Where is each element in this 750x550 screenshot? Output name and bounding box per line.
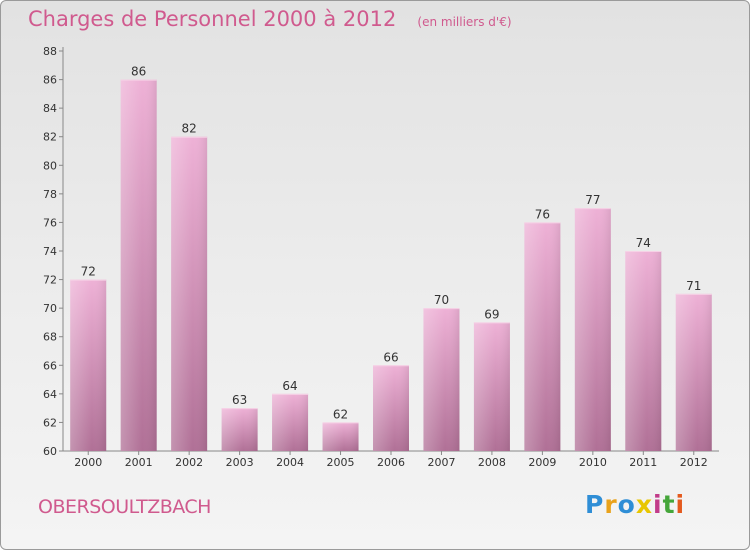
y-tick-label: 86 bbox=[43, 74, 57, 87]
data-label: 74 bbox=[636, 236, 651, 250]
x-tick-label: 2004 bbox=[276, 456, 304, 469]
data-label: 70 bbox=[434, 293, 449, 307]
bar-highlight bbox=[322, 422, 359, 451]
x-tick-label: 2001 bbox=[125, 456, 153, 469]
logo-letter: t bbox=[662, 490, 676, 519]
y-tick-label: 82 bbox=[43, 131, 57, 144]
logo-letter: r bbox=[604, 490, 618, 519]
bar-highlight bbox=[524, 222, 561, 451]
chart-subtitle: (en milliers d'€) bbox=[417, 15, 512, 29]
x-tick-label: 2003 bbox=[226, 456, 254, 469]
bars bbox=[70, 79, 712, 452]
logo-letter: i bbox=[675, 490, 686, 519]
chart-title: Charges de Personnel 2000 à 2012 bbox=[28, 7, 397, 31]
y-tick-label: 88 bbox=[43, 45, 57, 58]
data-label: 62 bbox=[333, 407, 348, 421]
bar-highlight bbox=[171, 136, 208, 451]
logo-letter: x bbox=[635, 490, 653, 519]
y-tick-label: 74 bbox=[43, 245, 57, 258]
x-tick-label: 2011 bbox=[629, 456, 657, 469]
x-tick-label: 2005 bbox=[327, 456, 355, 469]
commune-name: OBERSOULTZBACH bbox=[38, 496, 211, 518]
bar-highlight bbox=[272, 393, 309, 451]
data-label: 72 bbox=[81, 265, 96, 279]
data-label: 86 bbox=[131, 65, 146, 79]
data-label: 63 bbox=[232, 393, 247, 407]
labels: 2000 72 2001 86 2002 82 2003 63 2004 64 2005 62 2006… bbox=[74, 65, 708, 469]
y-tick-label: 76 bbox=[43, 216, 57, 229]
bar-highlight bbox=[625, 251, 662, 451]
y-tick-label: 70 bbox=[43, 302, 57, 315]
x-tick-label: 2012 bbox=[680, 456, 708, 469]
y-tick-label: 64 bbox=[43, 388, 57, 401]
logo-letter: i bbox=[653, 490, 663, 519]
data-label: 71 bbox=[686, 279, 701, 293]
data-label: 82 bbox=[182, 122, 197, 136]
y-tick-label: 62 bbox=[43, 416, 57, 429]
data-label: 64 bbox=[282, 379, 297, 393]
bar-highlight bbox=[120, 79, 157, 452]
data-label: 69 bbox=[484, 307, 499, 321]
title-row: Charges de Personnel 2000 à 2012 (en mil… bbox=[28, 7, 512, 31]
bar-highlight bbox=[675, 293, 712, 451]
proxiti-logo: Proxiti bbox=[585, 490, 685, 519]
x-tick-label: 2007 bbox=[427, 456, 455, 469]
x-tick-label: 2002 bbox=[175, 456, 203, 469]
bar-highlight bbox=[423, 308, 460, 451]
logo-letter: o bbox=[617, 490, 636, 519]
x-tick-label: 2006 bbox=[377, 456, 405, 469]
y-tick-label: 60 bbox=[43, 445, 57, 458]
bar-highlight bbox=[473, 322, 510, 451]
logo-letter: P bbox=[585, 490, 605, 519]
data-label: 66 bbox=[383, 350, 398, 364]
y-tick-label: 80 bbox=[43, 159, 57, 172]
data-label: 77 bbox=[585, 193, 600, 207]
x-tick-label: 2009 bbox=[528, 456, 556, 469]
axes: 60 62 64 66 68 70 72 74 76 78 80 82 84 86 88 bbox=[43, 45, 719, 458]
y-tick-label: 72 bbox=[43, 274, 57, 287]
bar-highlight bbox=[373, 365, 409, 451]
data-label: 76 bbox=[535, 207, 550, 221]
y-tick-label: 68 bbox=[43, 331, 57, 344]
y-tick-label: 84 bbox=[43, 102, 57, 115]
y-tick-label: 66 bbox=[43, 359, 57, 372]
bar-highlight bbox=[574, 208, 611, 451]
bar-highlight bbox=[221, 408, 258, 451]
x-tick-label: 2010 bbox=[579, 456, 607, 469]
y-tick-label: 78 bbox=[43, 188, 57, 201]
x-tick-label: 2008 bbox=[478, 456, 506, 469]
x-tick-label: 2000 bbox=[74, 456, 102, 469]
bar-highlight bbox=[70, 279, 107, 451]
